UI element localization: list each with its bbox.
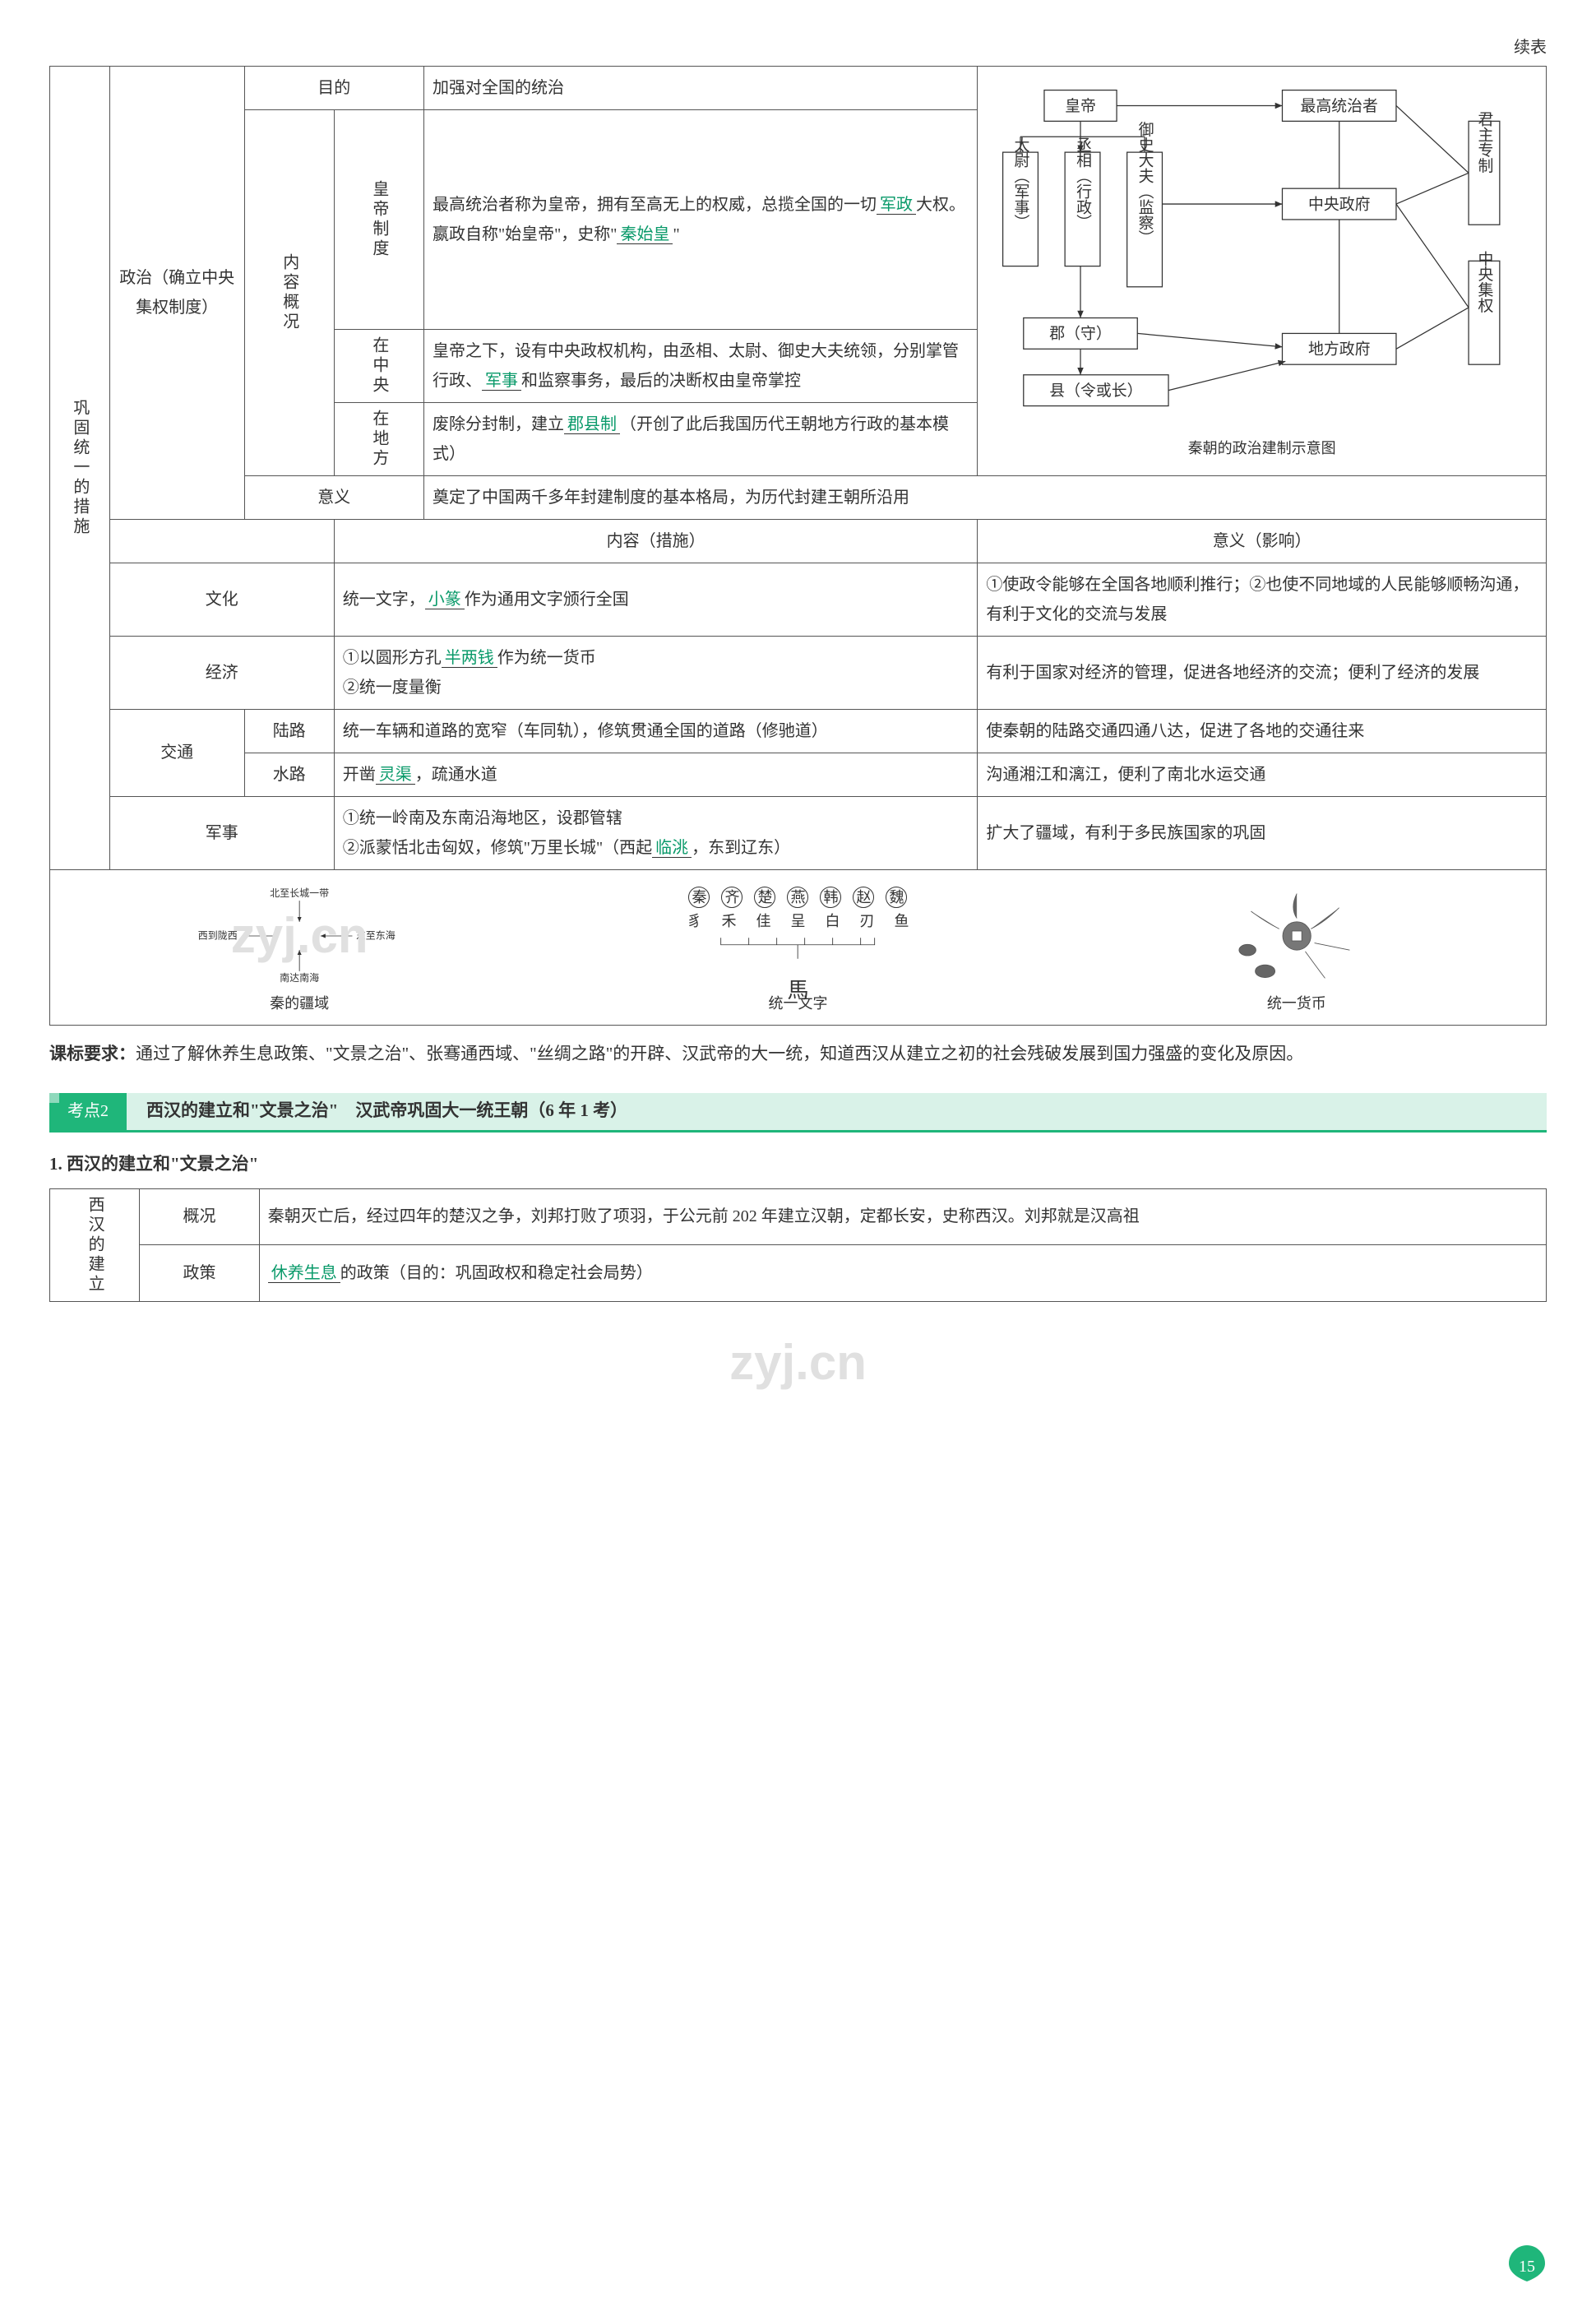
script-illustration: 秦齐楚燕韩赵魏 豸禾佳呈白刃鱼 馬 统一文字: [557, 887, 1039, 1017]
local-text: 废除分封制，建立郡县制（开创了此后我国历代王朝地方行政的基本模式）: [423, 402, 977, 475]
standard-requirement: 课标要求：通过了解休养生息政策、"文景之治"、张骞通西域、"丝绸之路"的开辟、汉…: [49, 1039, 1547, 1070]
section-1-title: 1. 西汉的建立和"文景之治": [49, 1149, 1547, 1180]
politics-label: 政治（确立中央集权制度）: [109, 67, 244, 520]
economy-content: ①以圆形方孔半两钱作为统一货币 ②统一度量衡: [334, 636, 978, 709]
svg-text:郡（守）: 郡（守）: [1050, 325, 1113, 343]
svg-text:最高统治者: 最高统治者: [1301, 97, 1378, 115]
xihan-row-label: 西汉的建立: [50, 1188, 140, 1301]
xihan-overview-text: 秦朝灭亡后，经过四年的楚汉之争，刘邦打败了项羽，于公元前 202 年建立汉朝，定…: [259, 1188, 1546, 1245]
org-chart-svg: 皇帝 最高统治者 太尉（军事） 丞相（行政） 御史大夫（监察） 中央政府: [992, 80, 1531, 421]
military-content: ①统一岭南及东南沿海地区，设郡管辖 ②派蒙恬北击匈奴，修筑"万里长城"（西起临洮…: [334, 796, 978, 869]
culture-content: 统一文字，小篆作为通用文字颁行全国: [334, 563, 978, 636]
meaning-text: 奠定了中国两千多年封建制度的基本格局，为历代封建王朝所沿用: [423, 475, 1546, 519]
coin-illustration: 统一货币: [1056, 887, 1538, 1017]
map-caption: 秦的疆域: [58, 990, 540, 1017]
svg-text:皇帝: 皇帝: [1066, 97, 1097, 115]
military-label: 军事: [109, 796, 334, 869]
row-label-main: 巩固统一的措施: [50, 67, 110, 870]
exam-point-tag: 考点2: [49, 1093, 127, 1130]
water-content: 开凿灵渠，疏通水道: [334, 753, 978, 796]
water-meaning: 沟通湘江和漓江，便利了南北水运交通: [978, 753, 1547, 796]
illustration-row: 北至长城一带 南达南海 西到陇西 东至东海 zyj.cn 秦的疆域 秦齐楚燕韩赵…: [49, 870, 1547, 1026]
content-label: 内容概况: [244, 110, 334, 476]
svg-text:西到陇西: 西到陇西: [198, 929, 238, 941]
xihan-table: 西汉的建立 概况 秦朝灭亡后，经过四年的楚汉之争，刘邦打败了项羽，于公元前 20…: [49, 1188, 1547, 1302]
svg-text:东至东海: 东至东海: [356, 929, 396, 941]
culture-label: 文化: [109, 563, 334, 636]
svg-text:南达南海: 南达南海: [280, 970, 319, 983]
standard-label: 课标要求：: [49, 1044, 136, 1063]
meaning-label: 意义: [244, 475, 423, 519]
continue-label: 续表: [49, 33, 1547, 63]
exam-point-bar: 考点2 西汉的建立和"文景之治" 汉武帝巩固大一统王朝（6 年 1 考）: [49, 1093, 1547, 1133]
xihan-overview-label: 概况: [140, 1188, 260, 1245]
purpose-text: 加强对全国的统治: [423, 67, 977, 110]
header-content: 内容（措施）: [334, 519, 978, 563]
svg-text:中央政府: 中央政府: [1308, 195, 1371, 213]
svg-text:君主专制: 君主专制: [1476, 111, 1493, 174]
central-label: 在中央: [334, 329, 423, 402]
transport-label: 交通: [109, 709, 244, 796]
main-table-politics: 巩固统一的措施 政治（确立中央集权制度） 目的 加强对全国的统治 皇帝 最高统治…: [49, 66, 1547, 870]
header-meaning: 意义（影响）: [978, 519, 1547, 563]
emperor-text: 最高统治者称为皇帝，拥有至高无上的权威，总揽全国的一切军政大权。嬴政自称"始皇帝…: [423, 110, 977, 330]
map-illustration: 北至长城一带 南达南海 西到陇西 东至东海 zyj.cn 秦的疆域: [58, 887, 540, 1017]
svg-text:地方政府: 地方政府: [1308, 340, 1371, 359]
water-label: 水路: [244, 753, 334, 796]
exam-point-title: 西汉的建立和"文景之治" 汉武帝巩固大一统王朝（6 年 1 考）: [127, 1093, 1547, 1130]
page-number: 15: [1507, 2252, 1547, 2281]
coin-caption: 统一货币: [1056, 990, 1538, 1017]
local-label: 在地方: [334, 402, 423, 475]
economy-label: 经济: [109, 636, 334, 709]
svg-text:丞相（行政）: 丞相（行政）: [1074, 137, 1091, 230]
script-glyphs: 豸禾佳呈白刃鱼: [557, 908, 1039, 934]
emperor-system-label: 皇帝制度: [334, 110, 423, 330]
bottom-watermark: zyj.cn: [49, 1318, 1547, 1407]
land-label: 陆路: [244, 709, 334, 753]
culture-meaning: ①使政令能够在全国各地顺利推行；②也使不同地域的人民能够顺畅沟通，有利于文化的交…: [978, 563, 1547, 636]
purpose-label: 目的: [244, 67, 423, 110]
xihan-policy-label: 政策: [140, 1245, 260, 1302]
svg-text:北至长城一带: 北至长城一带: [270, 887, 329, 899]
central-text: 皇帝之下，设有中央政权机构，由丞相、太尉、御史大夫统领，分别掌管行政、军事和监察…: [423, 329, 977, 402]
script-states: 秦齐楚燕韩赵魏: [557, 887, 1039, 908]
economy-meaning: 有利于国家对经济的管理，促进各地经济的交流；便利了经济的发展: [978, 636, 1547, 709]
svg-text:县（令或长）: 县（令或长）: [1050, 382, 1143, 400]
land-meaning: 使秦朝的陆路交通四通八达，促进了各地的交通往来: [978, 709, 1547, 753]
org-diagram-cell: 皇帝 最高统治者 太尉（军事） 丞相（行政） 御史大夫（监察） 中央政府: [978, 67, 1547, 476]
org-diagram-caption: 秦朝的政治建制示意图: [992, 435, 1531, 461]
svg-text:中央集权: 中央集权: [1476, 250, 1493, 313]
xihan-policy-text: 休养生息的政策（目的：巩固政权和稳定社会局势）: [259, 1245, 1546, 1302]
land-content: 统一车辆和道路的宽窄（车同轨），修筑贯通全国的道路（修驰道）: [334, 709, 978, 753]
page-badge: 15: [1507, 2244, 1547, 2283]
military-meaning: 扩大了疆域，有利于多民族国家的巩固: [978, 796, 1547, 869]
script-caption: 统一文字: [557, 990, 1039, 1017]
